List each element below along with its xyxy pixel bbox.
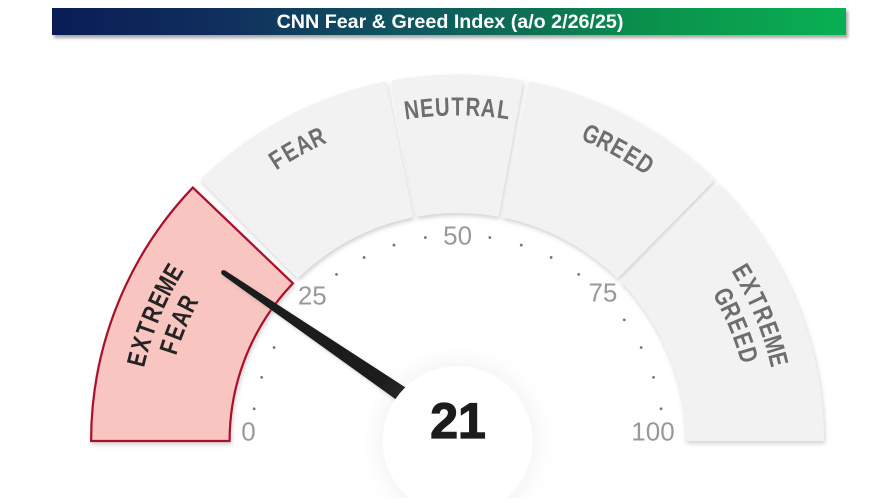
svg-text:0: 0 (241, 417, 255, 447)
svg-text:25: 25 (298, 281, 327, 311)
svg-text:E: E (419, 93, 435, 123)
svg-text:N: N (402, 94, 420, 125)
svg-text:100: 100 (631, 417, 674, 447)
svg-text:A: A (480, 93, 497, 123)
svg-text:T: T (451, 92, 463, 121)
svg-text:75: 75 (588, 278, 617, 308)
svg-text:50: 50 (443, 221, 472, 251)
svg-text:21: 21 (430, 393, 486, 449)
svg-text:R: R (465, 92, 481, 122)
svg-text:U: U (434, 92, 450, 122)
svg-text:L: L (496, 94, 512, 124)
